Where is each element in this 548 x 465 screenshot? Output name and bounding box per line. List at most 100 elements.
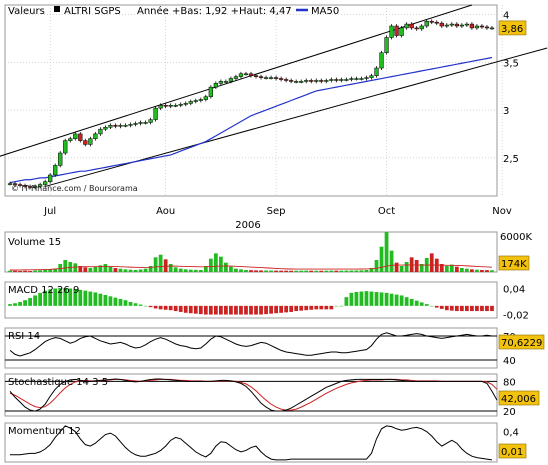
stochastic-label: Stochastique 14 3 5 <box>8 377 108 388</box>
volume-bar <box>344 270 349 272</box>
year-label: 2006 <box>235 220 260 231</box>
macd-bar <box>480 305 484 312</box>
candle-body <box>384 37 389 54</box>
candle-body <box>469 23 475 29</box>
macd-bar <box>344 297 349 306</box>
volume-bar <box>249 270 253 272</box>
candle-body <box>399 27 404 36</box>
candle-body <box>474 25 480 29</box>
volume-bar <box>28 271 32 272</box>
candle-body <box>118 125 123 127</box>
macd-bar <box>173 305 178 312</box>
macd-bar <box>439 305 444 309</box>
volume-bar <box>193 269 198 272</box>
candle-body <box>128 124 133 126</box>
volume-bar <box>419 264 424 272</box>
candle-body <box>314 80 319 82</box>
volume-bar <box>369 268 374 272</box>
candle-body <box>379 52 384 69</box>
candle-body <box>334 79 339 81</box>
candle-body <box>163 105 168 107</box>
candle-body <box>218 81 224 84</box>
volume-bar <box>264 270 268 272</box>
macd-bar <box>354 291 359 306</box>
candle-body <box>173 105 178 107</box>
volume-bar <box>173 267 178 272</box>
macd-bar <box>314 305 319 310</box>
candle-body <box>364 77 369 79</box>
volume-bar <box>319 270 324 272</box>
volume-bar <box>304 270 309 272</box>
volume-bar <box>218 256 223 272</box>
price-legend: Année +Bas: 1,92 +Haut: 4,47 <box>137 5 292 17</box>
stochastic-level-label: 80 <box>503 377 516 388</box>
candle-body <box>213 83 218 88</box>
volume-bar <box>103 264 108 272</box>
volume-bar <box>43 270 48 272</box>
macd-bar <box>33 295 38 306</box>
volume-bar <box>188 269 193 272</box>
candle-body <box>304 80 309 82</box>
volume-bar <box>53 268 58 272</box>
macd-bar <box>113 297 118 306</box>
volume-bar <box>78 266 83 272</box>
macd-bar <box>128 301 133 306</box>
volume-bar <box>314 270 319 272</box>
macd-bar <box>409 298 414 306</box>
macd-bar <box>18 301 22 306</box>
macd-bar <box>208 305 213 315</box>
date-axis-label: Sep <box>267 206 286 217</box>
volume-bar <box>389 250 394 272</box>
volume-bar <box>213 253 218 272</box>
candle-body <box>409 23 414 29</box>
date-axis-label: Jul <box>43 206 56 217</box>
volume-bar <box>23 270 27 272</box>
candle-body <box>153 107 158 120</box>
macd-bar <box>213 305 218 315</box>
volume-bar <box>58 264 63 272</box>
macd-bar <box>475 305 479 312</box>
candle-body <box>258 76 264 78</box>
candle-body <box>53 165 58 176</box>
macd-bar <box>118 298 123 306</box>
candle-body <box>168 105 173 107</box>
volume-bar <box>168 264 173 272</box>
volume-bar <box>459 268 464 272</box>
macd-bar <box>464 305 469 312</box>
macd-bar <box>284 305 289 313</box>
candle-body <box>253 75 259 77</box>
candle-body <box>223 81 229 83</box>
momentum-axis-tick: 0,4 <box>503 428 519 439</box>
candle-body <box>284 79 289 81</box>
candle-body <box>243 73 249 76</box>
macd-bar <box>224 305 228 315</box>
candle-body <box>434 21 439 24</box>
volume-bar <box>444 266 449 272</box>
candle-body <box>263 77 269 79</box>
volume-bar <box>294 270 299 272</box>
volume-bar <box>384 232 389 272</box>
candle-body <box>464 23 470 26</box>
volume-bar <box>198 270 203 272</box>
macd-bar <box>349 292 354 306</box>
price-axis-tick: 4 <box>503 11 509 22</box>
candle-body <box>394 25 399 36</box>
volume-bar <box>339 270 344 272</box>
candle-body <box>32 186 38 188</box>
volume-bar <box>279 270 284 272</box>
candle-body <box>268 77 274 79</box>
volume-bar <box>329 270 334 272</box>
volume-bar <box>259 270 263 272</box>
volume-bar <box>33 270 38 272</box>
volume-bar <box>284 270 289 272</box>
macd-bar <box>68 288 73 306</box>
macd-bar <box>198 305 203 315</box>
macd-bar <box>339 305 344 307</box>
momentum-last-value: 0,01 <box>501 447 523 458</box>
macd-bar <box>334 305 339 307</box>
volume-bar <box>68 262 73 272</box>
macd-bar <box>244 305 248 315</box>
candle-body <box>429 20 434 23</box>
panel-rsi-frame <box>4 327 498 369</box>
volume-bar <box>108 266 113 272</box>
